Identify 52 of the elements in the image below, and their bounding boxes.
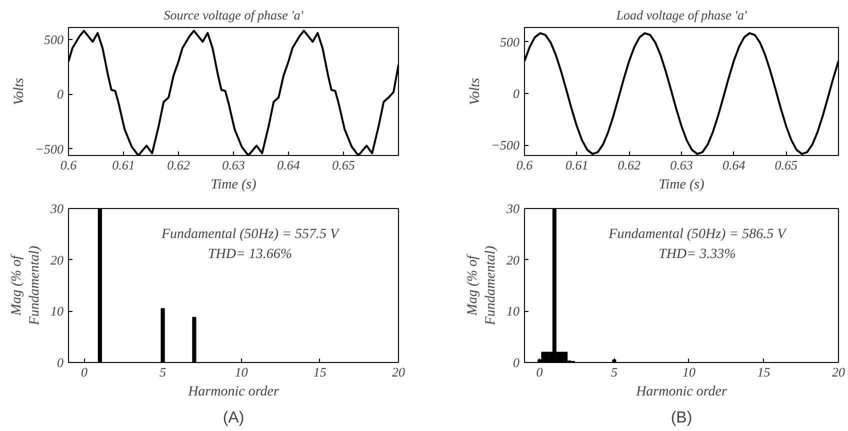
x-tick-label: 0.61 [112, 158, 135, 172]
x-axis-title: Time (s) [658, 178, 705, 192]
x-tick-label: 0.64 [722, 158, 746, 172]
x-axis-title: Time (s) [210, 178, 257, 192]
y-tick-label: 0 [513, 86, 520, 102]
y-axis-title: Volts [12, 77, 28, 106]
chart-title: Load voltage of phase 'a' [615, 8, 747, 22]
x-tick-label: 5 [160, 364, 167, 380]
x-tick-label: 5 [610, 364, 618, 380]
annotation: THD= 13.66% [208, 247, 292, 262]
x-tick-label: 15 [757, 364, 771, 380]
annotation: Fundamental (50Hz) = 586.5 V [608, 227, 788, 242]
x-tick-label: 0.63 [670, 158, 694, 172]
x-axis-title: Harmonic order [635, 384, 728, 400]
x-tick-label: 0 [536, 364, 544, 380]
x-tick-label: 0.65 [774, 158, 798, 172]
x-tick-label: 15 [313, 364, 327, 380]
x-tick-label: 0.65 [332, 158, 356, 172]
x-tick-label: 0.62 [618, 158, 642, 172]
y-axis-title: Mag (% of Fundamental) [466, 246, 498, 326]
x-tick-label: 20 [832, 364, 846, 380]
x-tick-label: 0.61 [565, 158, 588, 172]
y-tick-label: 10 [506, 304, 520, 319]
y-tick-label: 30 [506, 201, 520, 216]
annotation: Fundamental (50Hz) = 557.5 V [160, 227, 340, 242]
x-tick-label: 0.63 [222, 158, 246, 172]
y-tick-label: 20 [506, 252, 520, 268]
x-tick-label: 20 [392, 364, 406, 380]
y-tick-label: 500 [44, 32, 64, 48]
text: (B) [670, 410, 692, 426]
text: (A) [222, 410, 244, 426]
x-tick-label: 0.6 [516, 158, 534, 172]
x-axis-title: Harmonic order [187, 384, 280, 400]
x-tick-label: 10 [682, 364, 696, 380]
x-tick-label: 0.64 [277, 158, 300, 172]
y-axis-title: Mag (% of Fundamental) [10, 246, 42, 326]
x-tick-label: 0 [80, 364, 88, 380]
y-tick-label: 30 [50, 201, 64, 216]
y-axis-title: Volts [468, 77, 484, 106]
chart-title: Source voltage of phase 'a' [164, 8, 304, 22]
x-tick-label: 10 [234, 364, 248, 380]
x-tick-label: 0.62 [167, 158, 190, 172]
y-tick-label: 0 [57, 355, 64, 370]
y-tick-label: 500 [500, 34, 520, 50]
y-tick-label: 0 [513, 355, 520, 370]
annotation: THD= 3.33% [658, 247, 736, 262]
y-tick-label: −500 [491, 138, 520, 153]
y-tick-label: 10 [50, 304, 64, 319]
y-tick-label: 0 [57, 86, 64, 102]
x-tick-label: 0.6 [60, 158, 78, 172]
y-tick-label: −500 [35, 141, 64, 156]
y-tick-label: 20 [50, 252, 64, 268]
